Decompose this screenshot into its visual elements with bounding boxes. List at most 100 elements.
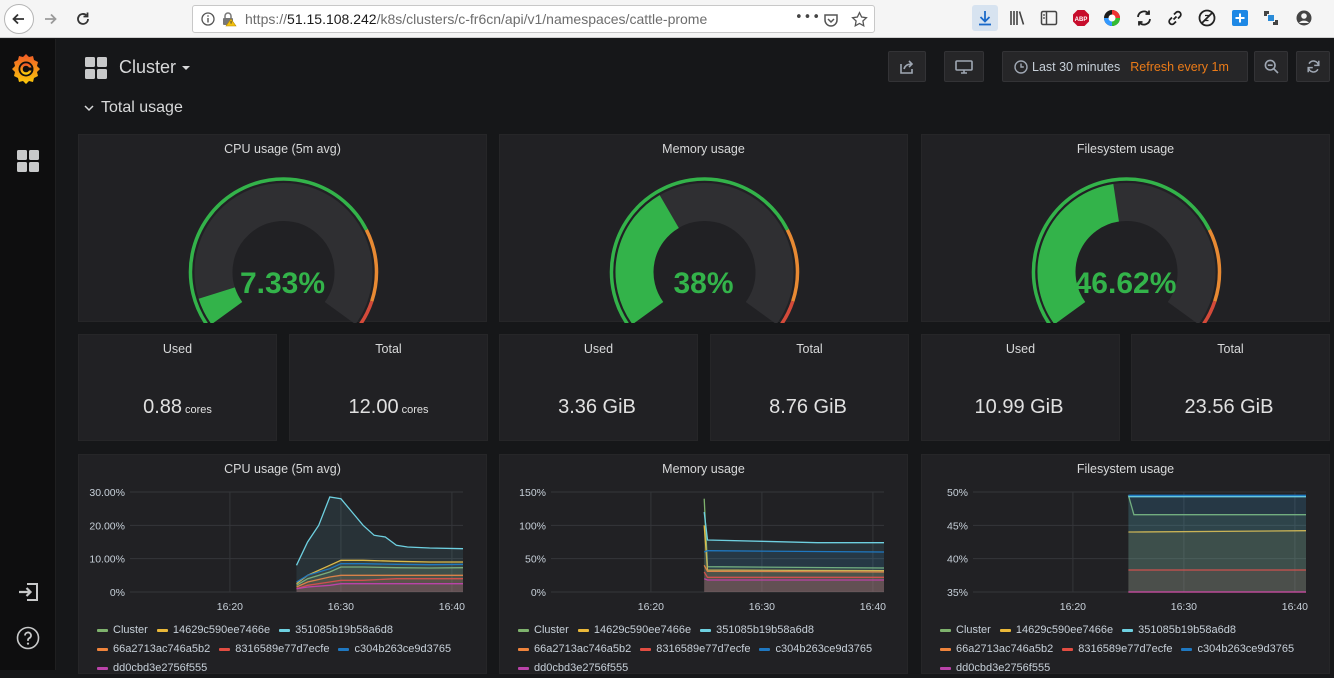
gauge-value: 46.62% (1074, 267, 1177, 300)
memory-usage-gauge-panel[interactable]: Memory usage 38% (499, 134, 908, 323)
legend-item[interactable]: 351085b19b58a6d8 (700, 621, 814, 640)
legend-item[interactable]: Cluster (940, 621, 991, 640)
filesystem-used-stat-panel[interactable]: Used 10.99 GiB (921, 334, 1120, 441)
y-tick-label: 20.00% (89, 520, 125, 532)
screenshot-extension-icon[interactable] (1262, 9, 1280, 27)
legend-swatch (97, 647, 108, 651)
legend-item[interactable]: dd0cbd3e2756f555 (518, 659, 628, 678)
legend-item[interactable]: c304b263ce9d3765 (759, 640, 872, 659)
memory-usage-graph-panel[interactable]: Memory usage 150% 100% 50% 0% 16:20 16:30 16:4… (499, 454, 908, 674)
row-header[interactable]: Total usage (84, 99, 183, 117)
chevron-down-icon (84, 104, 94, 111)
series-area (704, 572, 884, 592)
filesystem-usage-graph-panel[interactable]: Filesystem usage 50% 45% 40% 35% 16:20 16:30 1… (921, 454, 1330, 674)
gauge-threshold-green (1031, 177, 1211, 323)
graph-legend: Cluster 14629c590ee7466e 351085b19b58a6d8 6… (518, 621, 897, 678)
cpu-usage-graph-panel[interactable]: CPU usage (5m avg) 30.00% 20.00% 10.00% 0% 1… (78, 454, 487, 674)
address-bar[interactable]: https://51.15.108.242/k8s/clusters/c-fr6… (192, 5, 875, 33)
share-button[interactable] (888, 51, 926, 82)
x-tick-label: 16:20 (1060, 601, 1086, 613)
bookmark-star-icon[interactable] (851, 11, 868, 28)
grafana-logo-icon[interactable] (10, 52, 42, 84)
filesystem-usage-gauge-panel[interactable]: Filesystem usage 46.62% (921, 134, 1330, 323)
y-tick-label: 0% (531, 587, 546, 599)
adblock-plus-icon[interactable]: ABP (1072, 9, 1090, 27)
graph-plot[interactable]: 150% 100% 50% 0% 16:20 16:30 16:40 (500, 455, 909, 615)
legend-item[interactable]: 14629c590ee7466e (999, 621, 1113, 640)
refresh-button[interactable] (1296, 51, 1330, 82)
legend-item[interactable]: 14629c590ee7466e (577, 621, 692, 640)
forward-button[interactable] (37, 6, 63, 32)
account-icon[interactable] (1295, 9, 1313, 27)
gauge-fill (1037, 183, 1120, 323)
legend-item[interactable]: 66a2713ac746a5b2 (518, 640, 631, 659)
series-line (295, 496, 464, 566)
sign-in-icon[interactable] (18, 582, 40, 602)
series-area (1128, 495, 1306, 592)
cpu-used-stat-panel[interactable]: Used 0.88 cores (78, 334, 277, 441)
legend-item[interactable]: Cluster (97, 621, 148, 640)
link-extension-icon[interactable] (1166, 9, 1184, 27)
no-script-extension-icon[interactable] (1198, 9, 1216, 27)
cpu-total-stat-panel[interactable]: Total 12.00 cores (289, 334, 488, 441)
legend-item[interactable]: dd0cbd3e2756f555 (940, 659, 1050, 678)
legend-item[interactable]: 351085b19b58a6d8 (279, 621, 393, 640)
pocket-icon[interactable] (823, 12, 839, 28)
legend-swatch (577, 628, 589, 632)
legend-item[interactable]: 351085b19b58a6d8 (1122, 621, 1236, 640)
legend-label: 66a2713ac746a5b2 (534, 643, 632, 655)
legend-swatch (940, 666, 951, 670)
series-line (703, 550, 885, 553)
gauge-threshold-red (1202, 300, 1217, 323)
memory-used-stat-panel[interactable]: Used 3.36 GiB (499, 334, 698, 441)
cpu-usage-gauge-panel[interactable]: CPU usage (5m avg) 7.33% (78, 134, 487, 323)
downloads-button[interactable] (972, 5, 998, 31)
legend-item[interactable]: c304b263ce9d3765 (1181, 640, 1294, 659)
panel-title: Total (1217, 342, 1244, 356)
series-area (296, 497, 463, 592)
zoom-out-button[interactable] (1254, 51, 1288, 82)
x-tick-label: 16:30 (749, 601, 775, 613)
reload-button[interactable] (70, 6, 96, 32)
time-picker-button[interactable]: Last 30 minutes Refresh every 1m (1002, 51, 1248, 82)
legend-label: 351085b19b58a6d8 (716, 624, 814, 636)
legend-item[interactable]: 66a2713ac746a5b2 (940, 640, 1053, 659)
row-title: Total usage (101, 99, 183, 116)
legend-label: 8316589e77d7ecfe (656, 643, 751, 655)
legend-item[interactable]: Cluster (518, 621, 569, 640)
legend-item[interactable]: c304b263ce9d3765 (338, 640, 451, 659)
color-wheel-extension-icon[interactable] (1103, 9, 1121, 27)
page-actions-button[interactable]: ••• (795, 10, 822, 25)
memory-total-stat-panel[interactable]: Total 8.76 GiB (710, 334, 909, 441)
help-icon[interactable] (16, 626, 40, 650)
series-area (1128, 495, 1306, 592)
legend-item[interactable]: 8316589e77d7ecfe (219, 640, 329, 659)
legend-item[interactable]: dd0cbd3e2756f555 (97, 659, 207, 678)
y-tick-label: 45% (947, 520, 968, 532)
panel-title: Filesystem usage (1076, 142, 1175, 156)
legend-item[interactable]: 8316589e77d7ecfe (640, 640, 750, 659)
x-tick-label: 16:40 (439, 601, 465, 613)
graph-plot[interactable]: 30.00% 20.00% 10.00% 0% 16:20 16:30 16:40 (79, 455, 488, 615)
cycle-view-mode-button[interactable] (944, 51, 984, 82)
dashboard-picker[interactable]: Cluster (119, 57, 191, 78)
svg-text:ABP: ABP (1075, 17, 1088, 23)
series-area (296, 563, 463, 592)
legend-item[interactable]: 14629c590ee7466e (156, 621, 270, 640)
graph-plot[interactable]: 50% 45% 40% 35% 16:20 16:30 16:40 (922, 455, 1331, 615)
legend-label: 14629c590ee7466e (593, 624, 692, 636)
legend-item[interactable]: 8316589e77d7ecfe (1062, 640, 1172, 659)
stat-value: 3.36 GiB (558, 396, 636, 418)
stat-value: 12.00 cores (348, 396, 429, 418)
sync-extension-icon[interactable] (1135, 9, 1153, 27)
new-tab-plus-extension-icon[interactable] (1231, 9, 1249, 27)
legend-label: c304b263ce9d3765 (775, 643, 873, 655)
back-button[interactable] (4, 4, 34, 34)
sidebar-toggle-icon[interactable] (1040, 9, 1058, 27)
filesystem-total-stat-panel[interactable]: Total 23.56 GiB (1131, 334, 1330, 441)
legend-item[interactable]: 66a2713ac746a5b2 (97, 640, 210, 659)
library-icon[interactable] (1009, 9, 1027, 27)
dashboards-icon[interactable] (16, 149, 40, 173)
series-line (296, 578, 463, 590)
y-tick-label: 150% (519, 487, 546, 499)
